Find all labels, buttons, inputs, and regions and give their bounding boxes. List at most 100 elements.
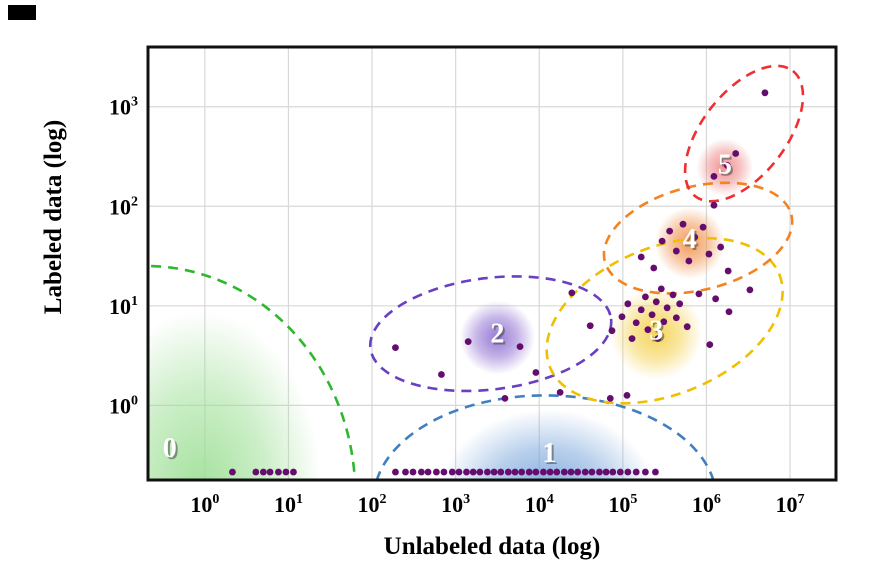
cluster-label-shadow-5: 5 xyxy=(720,151,734,182)
cluster-blob-0 xyxy=(148,310,322,480)
scatter-point xyxy=(392,468,399,476)
cluster-label-shadow-0: 0 xyxy=(165,435,179,466)
y-tick-label: 102 xyxy=(109,194,138,219)
scatter-point xyxy=(724,267,732,275)
scatter-point xyxy=(252,468,260,476)
cluster-blob-1 xyxy=(440,409,655,480)
scatter-point xyxy=(275,468,282,476)
scatter-point xyxy=(511,468,519,476)
scatter-point xyxy=(712,295,720,303)
scatter-point xyxy=(641,293,649,301)
scatter-point xyxy=(568,289,576,297)
scatter-point xyxy=(532,369,540,376)
scatter-point xyxy=(540,468,547,476)
scatter-point xyxy=(490,468,498,476)
scatter-point xyxy=(448,468,456,476)
scatter-point xyxy=(424,468,432,476)
scatter-point xyxy=(476,468,484,476)
scatter-point xyxy=(710,201,718,209)
scatter-point xyxy=(699,223,707,231)
cluster-ellipse-5 xyxy=(683,64,805,203)
scatter-point xyxy=(290,468,297,476)
scatter-point xyxy=(732,150,740,157)
scatter-point xyxy=(657,285,665,293)
scatter-point xyxy=(644,326,652,334)
scatter-point xyxy=(652,468,659,476)
scatter-point xyxy=(581,468,589,476)
screen-artifact xyxy=(8,5,36,20)
scatter-point xyxy=(676,300,684,308)
cluster-label-shadow-3: 3 xyxy=(651,318,665,349)
cluster-label-shadow-1: 1 xyxy=(544,440,558,471)
cluster-ellipse-2 xyxy=(368,275,613,393)
scatter-point xyxy=(761,89,769,97)
cluster-blob-3 xyxy=(610,287,703,380)
scatter-point xyxy=(679,220,687,228)
cluster-label-shadow-2: 2 xyxy=(492,321,506,352)
scatter-point xyxy=(440,468,448,476)
cluster-label-5: 5 xyxy=(718,149,732,180)
scatter-point xyxy=(259,468,267,476)
scatter-point xyxy=(438,371,445,378)
scatter-point xyxy=(672,247,680,255)
scatter-point xyxy=(723,162,731,169)
scatter-point xyxy=(417,468,425,476)
scatter-point xyxy=(637,253,645,261)
scatter-point xyxy=(624,468,632,476)
scatter-point xyxy=(710,173,718,180)
scatter-point xyxy=(455,468,463,476)
scatter-point xyxy=(666,227,674,235)
scatter-point xyxy=(556,389,564,396)
scatter-point xyxy=(683,323,691,331)
cluster-blob-4 xyxy=(654,207,725,279)
cluster-label-2: 2 xyxy=(490,319,504,350)
scatter-point xyxy=(672,314,680,322)
scatter-point xyxy=(402,468,409,476)
scatter-point xyxy=(685,257,693,265)
cluster-blobs xyxy=(148,138,754,480)
x-axis-label: Unlabeled data (log) xyxy=(383,533,601,560)
scatter-point xyxy=(567,468,575,476)
scatter-point xyxy=(669,291,677,299)
scatter-point xyxy=(717,243,725,251)
scatter-point xyxy=(618,313,626,321)
y-axis-label: Labeled data (log) xyxy=(40,119,67,315)
cluster-label-4: 4 xyxy=(683,224,697,255)
scatter-point xyxy=(650,264,658,272)
scatter-point xyxy=(586,322,594,330)
scatter-point xyxy=(658,237,666,245)
scatter-point xyxy=(516,343,524,351)
scatter-point xyxy=(497,468,505,476)
scatter-point xyxy=(532,468,540,476)
scatter-point xyxy=(660,318,668,326)
scatter-point xyxy=(641,468,649,476)
scatter-point xyxy=(588,468,596,476)
scatter-point xyxy=(695,290,703,298)
scatter-point xyxy=(632,468,640,476)
scatter-point xyxy=(602,468,610,476)
scatter-point xyxy=(652,298,660,306)
scatter-point xyxy=(501,394,509,402)
scatter-point xyxy=(525,468,533,476)
plot-border xyxy=(146,45,838,482)
cluster-label-3: 3 xyxy=(649,316,663,347)
scatter-point xyxy=(464,338,472,346)
scatter-point xyxy=(663,304,671,312)
cluster-label-0: 0 xyxy=(163,433,177,464)
scatter-point xyxy=(705,250,713,258)
scatter-point xyxy=(628,335,636,343)
scatter-point xyxy=(746,286,754,294)
scatter-point xyxy=(463,468,470,476)
scatter-point xyxy=(469,468,477,476)
scatter-point xyxy=(725,308,733,316)
scatter-point xyxy=(518,468,526,476)
scatter-point xyxy=(606,394,614,402)
scatter-point xyxy=(433,468,440,476)
scatter-point xyxy=(706,341,714,349)
cluster-label-shadow-4: 4 xyxy=(685,226,699,257)
scatter-point xyxy=(553,468,561,476)
